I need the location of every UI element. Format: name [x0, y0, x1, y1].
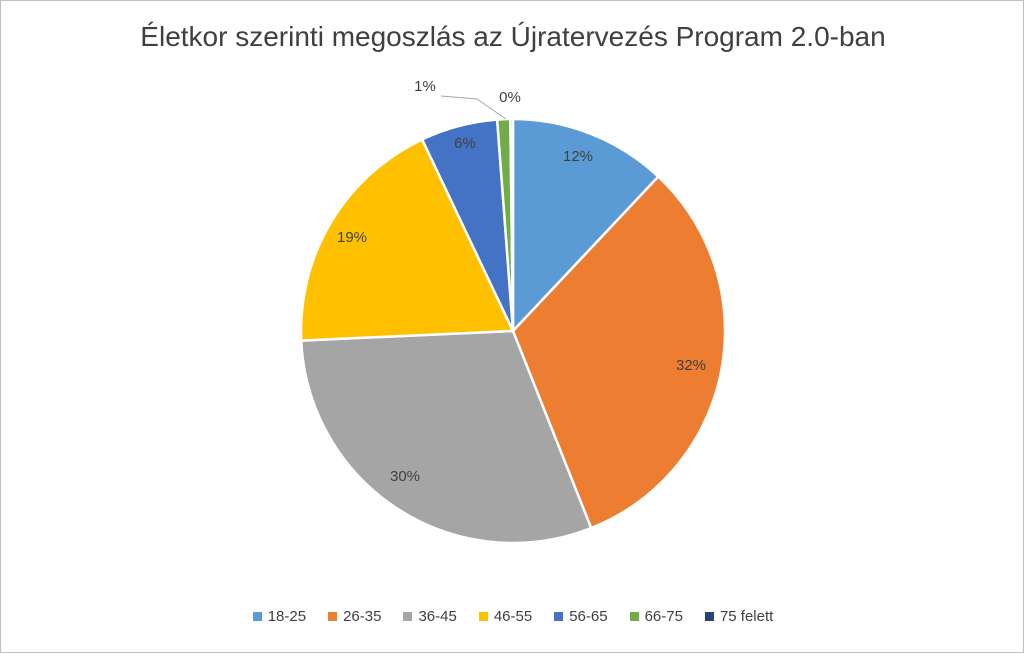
legend-label: 18-25 [267, 608, 307, 625]
legend-item-75-felett: 75 felett [704, 608, 774, 625]
legend-swatch [403, 612, 413, 621]
legend-item-36-45: 36-45 [403, 608, 457, 625]
data-label-26-35: 32% [676, 357, 706, 374]
chart-title: Életkor szerinti megoszlás az Újratervez… [140, 21, 886, 52]
data-label-56-65: 6% [454, 135, 476, 152]
legend-item-46-55: 46-55 [478, 608, 533, 625]
legend-label: 36-45 [418, 608, 457, 625]
legend-swatch [478, 612, 488, 621]
chart-legend: 18-25 26-35 36-45 46-55 56-65 66-75 75 felett [1, 608, 1024, 625]
data-label-75-felett: 0% [499, 89, 521, 106]
legend-label: 46-55 [493, 608, 533, 625]
legend-swatch [554, 612, 564, 621]
data-label-18-25: 12% [563, 148, 593, 165]
legend-item-66-75: 66-75 [629, 608, 683, 625]
pie-slice-18-25 [511, 117, 661, 335]
legend-swatch [704, 612, 714, 621]
legend-item-26-35: 26-35 [328, 608, 381, 625]
leader-line [440, 95, 507, 120]
pie-slice-36-45 [299, 329, 593, 545]
data-label-36-45: 30% [390, 468, 420, 485]
legend-label: 75 felett [719, 608, 774, 625]
legend-label: 66-75 [644, 608, 683, 625]
legend-swatch [629, 612, 639, 621]
pie-slice-26-35 [511, 174, 727, 530]
legend-swatch [328, 612, 338, 621]
legend-swatch [252, 612, 262, 621]
legend-label: 26-35 [343, 608, 382, 625]
data-label-66-75: 1% [414, 78, 436, 95]
data-label-46-55: 19% [337, 229, 367, 246]
legend-item-56-65: 56-65 [554, 608, 608, 625]
pie-slice-75-felett [509, 117, 515, 332]
legend-item-18-25: 18-25 [252, 608, 307, 625]
pie-slice-46-55 [299, 137, 515, 342]
legend-label: 56-65 [569, 608, 608, 625]
